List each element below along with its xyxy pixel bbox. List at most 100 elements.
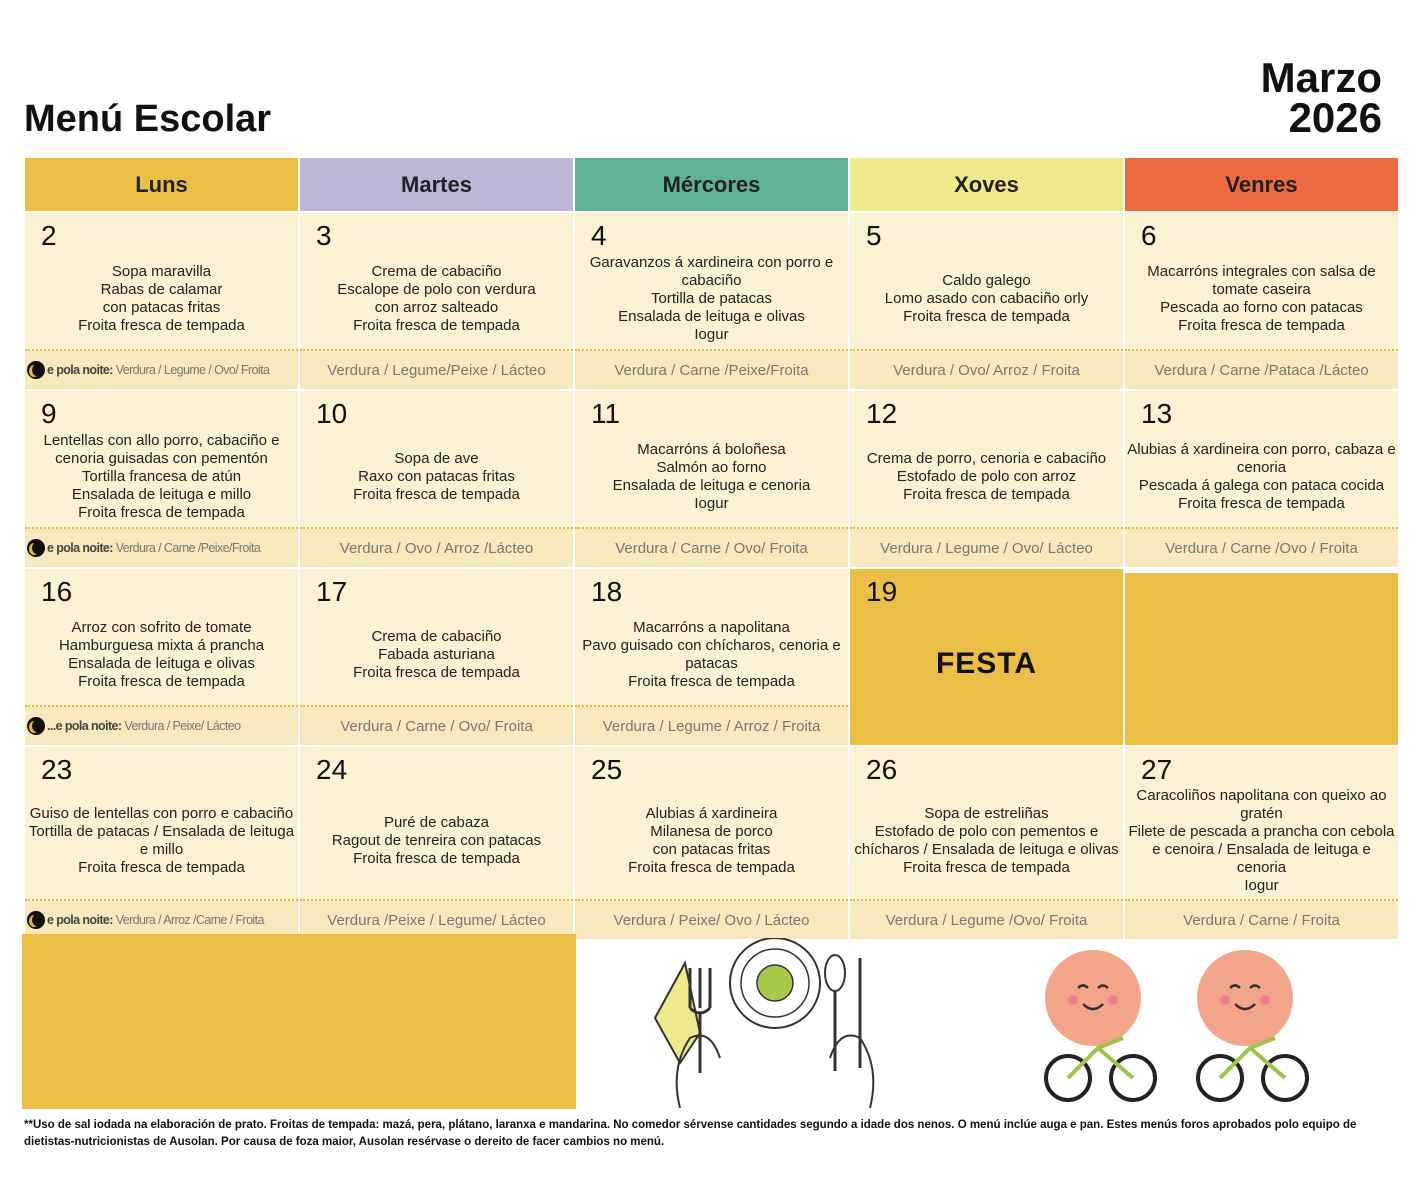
dish-list: Arroz con sofrito de tomate Hamburguesa m… xyxy=(27,619,296,691)
dish: Macarróns integrales con salsa de tomate… xyxy=(1147,263,1376,298)
dish: Froita fresca de tempada xyxy=(1178,317,1345,334)
dish: Crema de porro, cenoria e cabaciño xyxy=(866,450,1107,467)
moon-icon xyxy=(27,717,45,735)
night-prefix: e pola noite: xyxy=(47,913,113,927)
dish: Iogur xyxy=(694,495,729,512)
day-cell: 3 Crema de cabaciño Escalope de polo con v… xyxy=(300,213,573,389)
day-number: 18 xyxy=(591,576,623,607)
day-cell: 5 Caldo galego Lomo asado con cabaciño orl… xyxy=(850,213,1123,389)
day-number: 23 xyxy=(41,754,73,785)
dinner-suggestion: e pola noite: Verdura / Carne /Peixe/Fro… xyxy=(25,529,298,567)
dish: Tortilla de patacas xyxy=(651,290,772,307)
dish: Salmón ao forno xyxy=(656,459,767,476)
day-cell: 16 Arroz con sofrito de tomate Hamburguesa… xyxy=(25,569,298,745)
menu-calendar: Luns Martes Mércores Xoves Venres 2 Sopa marav… xyxy=(25,158,1398,939)
dish-list: Guiso de lentellas con porro e cabaciño T… xyxy=(27,805,296,877)
night-text: Verdura / Legume / Ovo/ Froita xyxy=(115,363,270,377)
weekday-header: Martes xyxy=(300,158,573,211)
night-text: Verdura / Arroz /Carne / Froita xyxy=(115,913,265,927)
dish-list: Garavanzos á xardineira con porro e caba… xyxy=(577,254,846,344)
dish: Froita fresca de tempada xyxy=(353,664,520,681)
dish-list: Crema de porro, cenoria e cabaciño Estofa… xyxy=(852,450,1121,504)
plate-cutlery-illustration xyxy=(653,938,875,1108)
dish: Ensalada de leituga e olivas xyxy=(68,655,255,672)
day-number: 2 xyxy=(41,220,57,251)
dish: Tortilla francesa de atún xyxy=(81,468,242,485)
dinner-suggestion: Verdura / Carne / Ovo/ Froita xyxy=(575,529,848,567)
dish: Macarróns a napolitana xyxy=(633,619,790,636)
dish-list: Sopa de ave Raxo con patacas fritas Froita… xyxy=(302,450,571,504)
dish: Milanesa de porco xyxy=(650,823,773,840)
dinner-suggestion: ...e pola noite: Verdura / Peixe/ Lácteo xyxy=(25,707,298,745)
day-number: 25 xyxy=(591,754,623,785)
day-number: 19 xyxy=(866,576,898,607)
dish: Froita fresca de tempada xyxy=(78,859,245,876)
moon-icon xyxy=(27,911,45,929)
month: Marzo xyxy=(1260,54,1382,101)
dinner-suggestion: Verdura / Carne / Ovo/ Froita xyxy=(300,707,573,745)
dish: con patacas fritas xyxy=(652,841,771,858)
dish: Froita fresca de tempada xyxy=(903,859,1070,876)
footer-note: **Uso de sal iodada na elaboración de pr… xyxy=(24,1119,1357,1148)
dinner-suggestion: Verdura / Carne / Froita xyxy=(1125,901,1398,939)
day-cell: 24 Puré de cabaza Ragout de tenreira con p… xyxy=(300,747,573,939)
dish: Sopa de estreliñas xyxy=(924,805,1049,822)
dish: Garavanzos á xardineira con porro e caba… xyxy=(589,254,834,289)
dish: Sopa de ave xyxy=(394,450,479,467)
dish: Pescada á galega con pataca cocida xyxy=(1138,477,1385,494)
dish-list: Macarróns integrales con salsa de tomate… xyxy=(1127,263,1396,335)
day-cell-blank xyxy=(1125,573,1398,745)
dish: Guiso de lentellas con porro e cabaciño xyxy=(29,805,294,822)
day-number: 3 xyxy=(316,220,332,251)
month-year: Marzo 2026 xyxy=(1260,54,1382,139)
peach-bicycle-illustration xyxy=(1044,950,1309,1102)
dish: Pavo guisado con chícharos, cenoria e pa… xyxy=(582,637,841,672)
dish: Macarróns á boloñesa xyxy=(637,441,786,458)
dish: Iogur xyxy=(694,326,729,343)
day-number: 16 xyxy=(41,576,73,607)
dish: Froita fresca de tempada xyxy=(78,504,245,521)
day-number: 6 xyxy=(1141,220,1157,251)
holiday-label: FESTA xyxy=(935,647,1038,680)
dish: Escalope de polo con verdura xyxy=(337,281,536,298)
day-cell: 9 Lentellas con allo porro, cabaciño e ce… xyxy=(25,391,298,567)
dish: Froita fresca de tempada xyxy=(903,486,1070,503)
dish-list: Alubias á xardineira Milanesa de porco con… xyxy=(577,805,846,877)
day-number: 13 xyxy=(1141,398,1173,429)
decorative-yellow-block xyxy=(22,934,576,1109)
dish: Raxo con patacas fritas xyxy=(358,468,515,485)
day-number: 5 xyxy=(866,220,882,251)
dish: Froita fresca de tempada xyxy=(903,308,1070,325)
dish: Ragout de tenreira con patacas xyxy=(331,832,542,849)
dinner-suggestion: Verdura / Ovo/ Arroz / Froita xyxy=(850,351,1123,389)
dish: Hamburguesa mixta á prancha xyxy=(58,637,265,654)
dish-list: Macarróns a napolitana Pavo guisado con c… xyxy=(577,619,846,691)
dish-list: Alubias á xardineira con porro, cabaza e… xyxy=(1127,441,1396,513)
dinner-suggestion: e pola noite: Verdura / Arroz /Carne / F… xyxy=(25,901,298,939)
dish-list: Caldo galego Lomo asado con cabaciño orly… xyxy=(852,272,1121,326)
dish: Froita fresca de tempada xyxy=(78,317,245,334)
dish: Froita fresca de tempada xyxy=(353,317,520,334)
dish: Sopa maravilla xyxy=(111,263,212,280)
dish: Froita fresca de tempada xyxy=(353,486,520,503)
dish-list: Macarróns á boloñesa Salmón ao forno Ensal… xyxy=(577,441,846,513)
dish-list: Sopa de estreliñas Estofado de polo con p… xyxy=(852,805,1121,877)
dinner-suggestion: Verdura / Legume / Arroz / Froita xyxy=(575,707,848,745)
day-number: 26 xyxy=(866,754,898,785)
dish-list: Lentellas con allo porro, cabaciño e cen… xyxy=(27,432,296,522)
day-cell: 26 Sopa de estreliñas Estofado de polo con… xyxy=(850,747,1123,939)
dish: Lentellas con allo porro, cabaciño e cen… xyxy=(43,432,280,467)
day-number: 24 xyxy=(316,754,348,785)
dinner-suggestion: Verdura / Carne /Pataca /Lácteo xyxy=(1125,351,1398,389)
dish: Ensalada de leituga e millo xyxy=(71,486,252,503)
dish-list: Crema de cabaciño Fabada asturiana Froita … xyxy=(302,628,571,682)
dish: Estofado de polo con pementos e chícharo… xyxy=(854,823,1119,858)
dish-list: Crema de cabaciño Escalope de polo con ve… xyxy=(302,263,571,335)
dish: Rabas de calamar xyxy=(100,281,223,298)
weekday-header: Luns xyxy=(25,158,298,211)
dish: Crema de cabaciño xyxy=(371,263,502,280)
day-cell: 10 Sopa de ave Raxo con patacas fritas Froi… xyxy=(300,391,573,567)
weekday-header: Venres xyxy=(1125,158,1398,211)
dish: Alubias á xardineira con porro, cabaza e… xyxy=(1127,441,1396,476)
night-prefix: e pola noite: xyxy=(47,541,113,555)
